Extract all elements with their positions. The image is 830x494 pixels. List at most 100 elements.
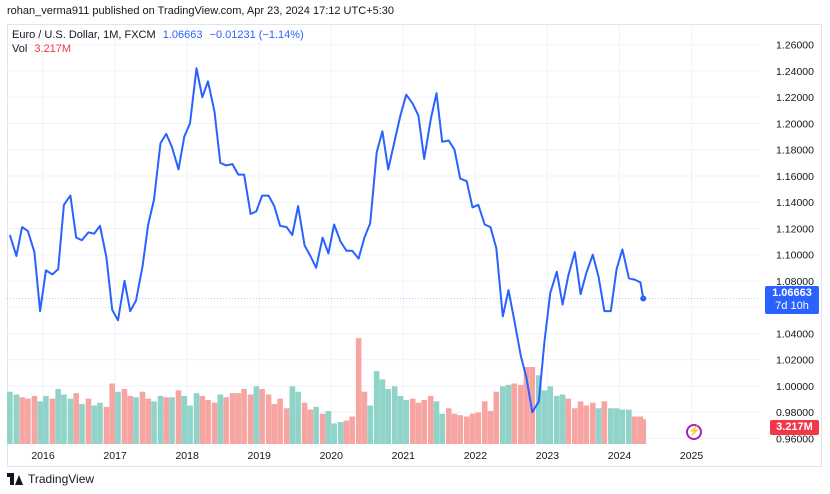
volume-bar: [199, 395, 206, 444]
y-tick-label: 1.22000: [776, 92, 814, 104]
volume-bar: [608, 408, 614, 444]
last-price-value: 1.06663: [772, 287, 812, 299]
tradingview-logo-icon: [7, 473, 23, 485]
y-tick-label: 1.08000: [776, 276, 814, 288]
volume-bar: [241, 389, 247, 444]
volume-bar: [595, 408, 602, 444]
volume-bar: [139, 391, 146, 444]
volume-bar: [67, 398, 74, 444]
volume-bar: [79, 404, 85, 444]
volume-bar: [259, 389, 265, 444]
x-tick-label: 2023: [536, 450, 560, 462]
volume-bar: [553, 395, 560, 444]
volume-bar: [151, 401, 157, 444]
volume-bar: [289, 386, 296, 444]
x-axis: 2016 2017 2018 2019 2020 2021 2022 2023 2024 2025: [31, 450, 703, 462]
lightning-icon[interactable]: ⚡: [686, 424, 702, 440]
volume-bar: [109, 383, 116, 444]
volume-bar: [253, 386, 260, 444]
volume-bar: [577, 401, 584, 444]
y-tick-label: 1.16000: [776, 171, 814, 183]
volume-bar: [307, 409, 314, 444]
y-tick-label: 1.04000: [776, 328, 814, 340]
price-line: [8, 67, 645, 414]
volume-bar: [379, 379, 386, 444]
volume-bar: [343, 420, 350, 444]
volume-bar: [61, 394, 67, 444]
volume-bar: [19, 397, 25, 444]
volume-bar: [205, 400, 211, 444]
volume-bar: [583, 405, 590, 444]
volume-bar: [13, 394, 20, 444]
chart-frame[interactable]: [7, 24, 822, 467]
footer-brand[interactable]: TradingView: [7, 472, 94, 486]
volume-bar: [25, 398, 31, 444]
price-line-group: [7, 67, 760, 414]
volume-bar: [517, 384, 524, 444]
published-by-text: rohan_verma911 published on TradingView.…: [7, 5, 394, 17]
y-tick-label: 1.02000: [776, 355, 814, 367]
volume-bar: [331, 423, 337, 444]
volume-bar: [469, 413, 476, 444]
volume-bar: [193, 393, 200, 444]
volume-bar: [163, 397, 170, 444]
volume-bar: [493, 391, 500, 444]
y-tick-label: 1.10000: [776, 250, 814, 262]
volume-bar: [445, 408, 452, 444]
price-change: −0.01231 (−1.14%): [209, 29, 304, 41]
volume-bar: [73, 393, 79, 444]
volume-bar: [277, 398, 283, 444]
volume-bar: [97, 402, 103, 444]
y-tick-label: 1.14000: [776, 197, 814, 209]
volume-bar: [631, 416, 638, 444]
volume-bar: [175, 390, 182, 444]
volume-bar: [85, 398, 92, 444]
volume-bar: [403, 400, 409, 444]
volume-bar: [499, 386, 506, 444]
volume-badge: 3.217M: [770, 420, 819, 435]
volume-bar: [157, 395, 164, 444]
volume-bar: [7, 391, 13, 444]
volume-bar: [103, 406, 110, 444]
volume-bar: [511, 383, 518, 444]
volume-legend[interactable]: Vol 3.217M: [12, 43, 71, 55]
volume-bar: [559, 394, 566, 444]
y-tick-label: 0.96000: [776, 433, 814, 445]
volume-bar: [301, 402, 308, 444]
volume-bar: [547, 386, 554, 444]
volume-bar: [457, 415, 464, 444]
x-tick-label: 2017: [103, 450, 127, 462]
volume-bar: [433, 401, 440, 444]
volume-bar: [373, 371, 380, 444]
volume-bar: [355, 338, 362, 444]
bar-countdown: 7d 10h: [775, 300, 809, 312]
volume-bar: [115, 391, 121, 444]
volume-bar: [349, 416, 355, 444]
volume-bar: [613, 408, 620, 444]
volume-bar: [572, 408, 578, 444]
brand-name: TradingView: [28, 472, 95, 486]
symbol-legend[interactable]: Euro / U.S. Dollar, 1M, FXCM 1.06663 −0.…: [12, 29, 304, 41]
volume-bar: [626, 409, 632, 444]
volume-bar: [91, 405, 97, 444]
volume-bar: [49, 398, 56, 444]
volume-bar: [523, 367, 530, 444]
volume-bar: [145, 398, 152, 444]
volume-bar: [463, 416, 470, 444]
volume-bar: [223, 397, 229, 444]
volume-bar: [271, 404, 278, 444]
y-tick-label: 1.24000: [776, 66, 814, 78]
volume-bar: [535, 375, 542, 444]
volume-bar: [367, 405, 373, 444]
volume-bar: [451, 413, 458, 444]
volume-bar: [217, 394, 224, 444]
x-tick-label: 2025: [680, 450, 704, 462]
volume-bar: [313, 406, 319, 444]
x-tick-label: 2018: [175, 450, 199, 462]
symbol-name[interactable]: Euro / U.S. Dollar, 1M, FXCM: [12, 29, 156, 41]
last-price-badge: 1.06663 7d 10h: [765, 286, 819, 314]
volume-bar: [319, 413, 326, 444]
volume-bar: [397, 395, 404, 444]
y-tick-label: 1.18000: [776, 145, 814, 157]
